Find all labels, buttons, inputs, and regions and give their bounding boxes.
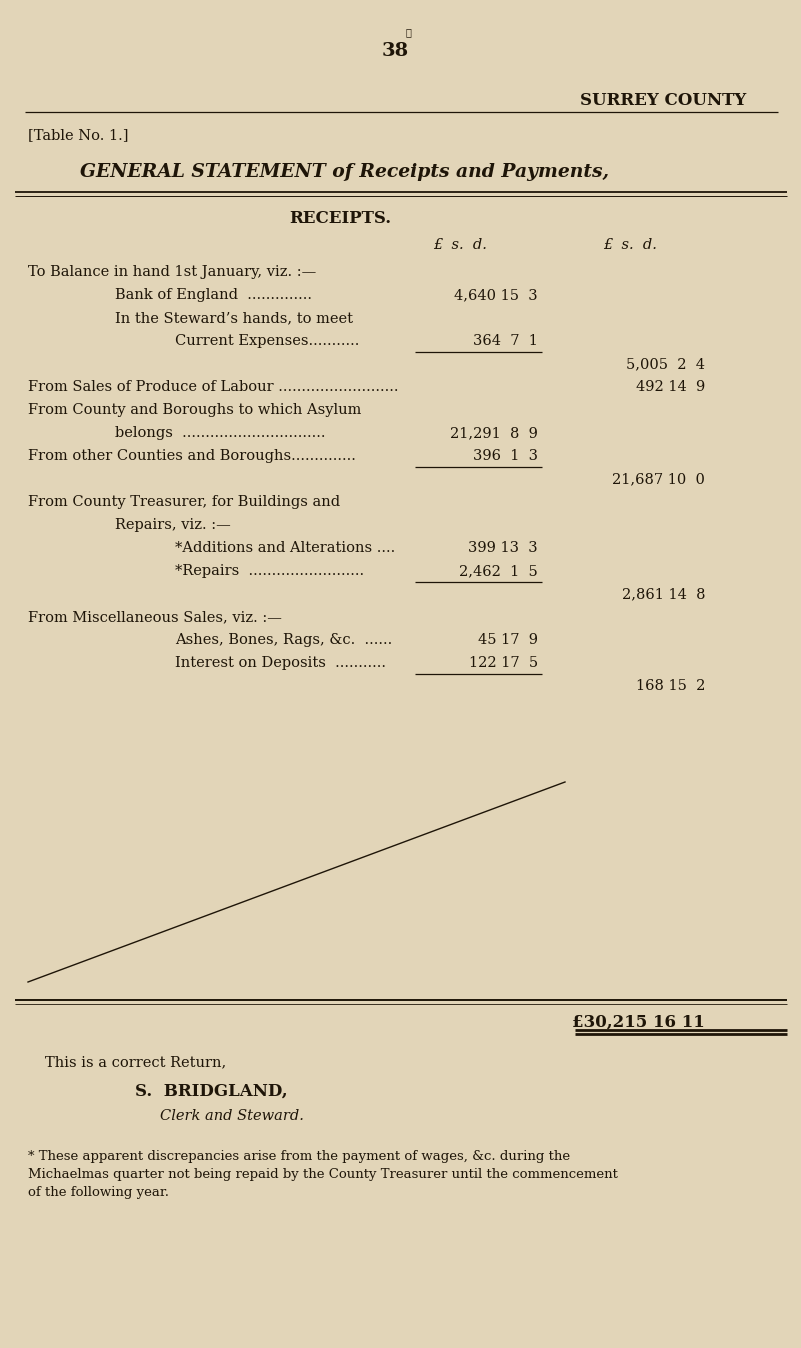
Text: From County and Boroughs to which Asylum: From County and Boroughs to which Asylum: [28, 403, 361, 417]
Text: 396  1  3: 396 1 3: [473, 449, 538, 462]
Text: To Balance in hand 1st January, viz. :—: To Balance in hand 1st January, viz. :—: [28, 266, 316, 279]
Text: £  s.  d.: £ s. d.: [433, 239, 487, 252]
Text: Ashes, Bones, Rags, &c.  ......: Ashes, Bones, Rags, &c. ......: [175, 634, 392, 647]
Text: 399 13  3: 399 13 3: [469, 541, 538, 555]
Text: 2,462  1  5: 2,462 1 5: [459, 563, 538, 578]
Text: £30,215 16 11: £30,215 16 11: [572, 1014, 705, 1031]
Text: 4,640 15  3: 4,640 15 3: [454, 288, 538, 302]
Text: 364  7  1: 364 7 1: [473, 334, 538, 348]
Text: 21,687 10  0: 21,687 10 0: [612, 472, 705, 487]
Text: 21,291  8  9: 21,291 8 9: [450, 426, 538, 439]
Text: 38: 38: [381, 42, 409, 61]
Text: *Repairs  .........................: *Repairs .........................: [175, 563, 364, 578]
Text: 122 17  5: 122 17 5: [469, 656, 538, 670]
Text: This is a correct Return,: This is a correct Return,: [45, 1055, 226, 1069]
Text: Michaelmas quarter not being repaid by the County Treasurer until the commenceme: Michaelmas quarter not being repaid by t…: [28, 1167, 618, 1181]
Text: Bank of England  ..............: Bank of England ..............: [115, 288, 312, 302]
Text: [Table No. 1.]: [Table No. 1.]: [28, 128, 128, 142]
Text: From Sales of Produce of Labour ..........................: From Sales of Produce of Labour ........…: [28, 380, 399, 394]
Text: Repairs, viz. :—: Repairs, viz. :—: [115, 518, 231, 532]
Text: * These apparent discrepancies arise from the payment of wages, &c. during the: * These apparent discrepancies arise fro…: [28, 1150, 570, 1163]
Text: From County Treasurer, for Buildings and: From County Treasurer, for Buildings and: [28, 495, 340, 510]
Text: 45 17  9: 45 17 9: [478, 634, 538, 647]
Text: S.  BRIDGLAND,: S. BRIDGLAND,: [135, 1082, 288, 1100]
Text: 2,861 14  8: 2,861 14 8: [622, 586, 705, 601]
Text: Clerk and Steward.: Clerk and Steward.: [160, 1109, 304, 1123]
Text: In the Steward’s hands, to meet: In the Steward’s hands, to meet: [115, 311, 353, 325]
Text: Current Expenses...........: Current Expenses...........: [175, 334, 360, 348]
Text: 168 15  2: 168 15 2: [636, 679, 705, 693]
Text: of the following year.: of the following year.: [28, 1186, 169, 1198]
Text: From Miscellaneous Sales, viz. :—: From Miscellaneous Sales, viz. :—: [28, 611, 282, 624]
Text: belongs  ...............................: belongs ...............................: [115, 426, 325, 439]
Text: 5,005  2  4: 5,005 2 4: [626, 357, 705, 371]
Text: ★: ★: [405, 28, 411, 36]
Text: £  s.  d.: £ s. d.: [603, 239, 657, 252]
Text: GENERAL STATEMENT of Receipts and Payments,: GENERAL STATEMENT of Receipts and Paymen…: [80, 163, 609, 181]
Text: RECEIPTS.: RECEIPTS.: [289, 210, 391, 226]
Text: SURREY COUNTY: SURREY COUNTY: [580, 92, 747, 109]
Text: From other Counties and Boroughs..............: From other Counties and Boroughs........…: [28, 449, 356, 462]
Text: Interest on Deposits  ...........: Interest on Deposits ...........: [175, 656, 386, 670]
Text: *Additions and Alterations ....: *Additions and Alterations ....: [175, 541, 395, 555]
Text: 492 14  9: 492 14 9: [636, 380, 705, 394]
